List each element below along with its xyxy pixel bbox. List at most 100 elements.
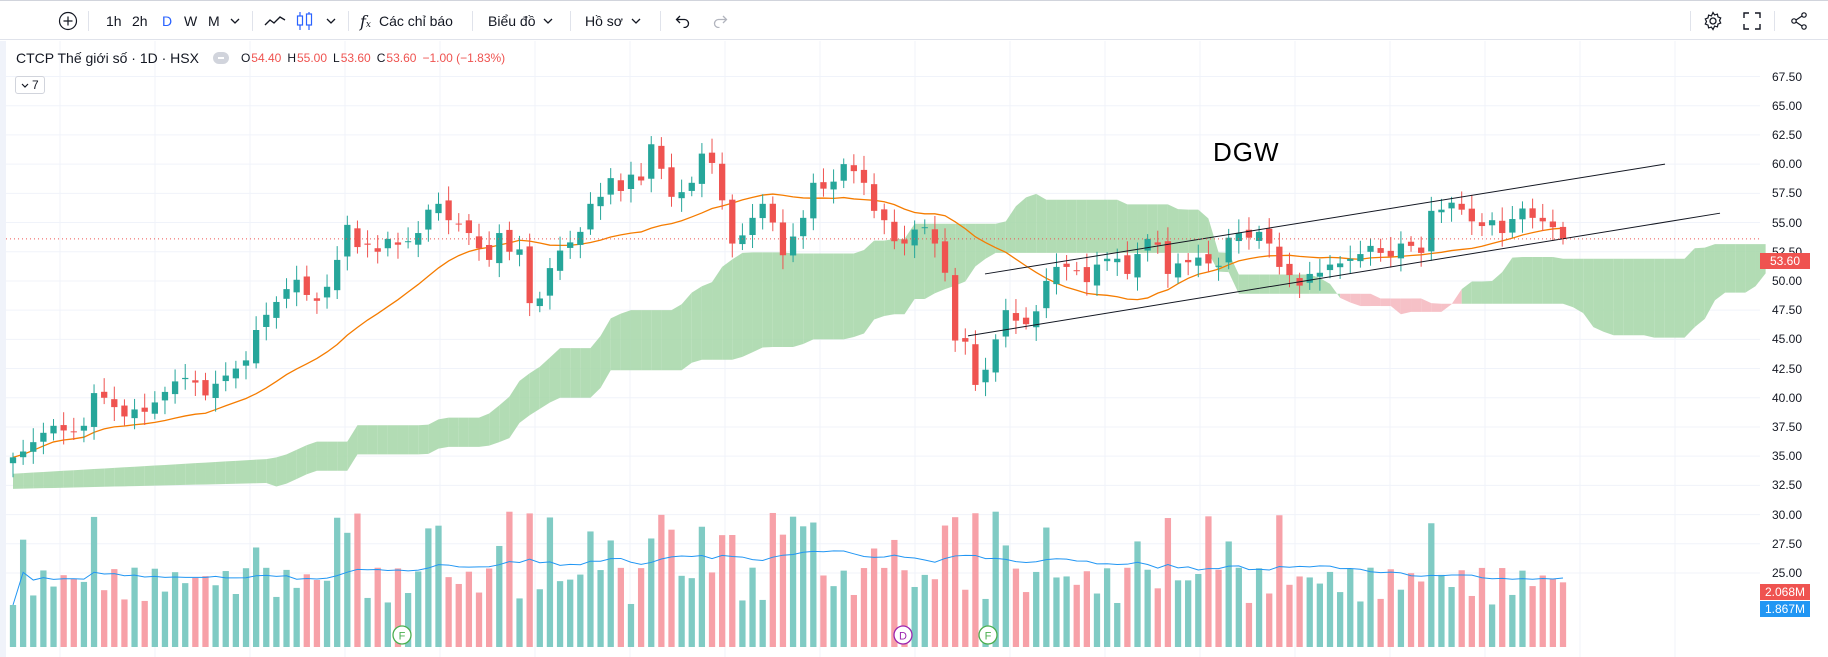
profile-menu-button[interactable]: Hồ sơ [585, 1, 641, 41]
ichimoku-cloud-segment [1674, 258, 1685, 338]
volume-bar [577, 574, 584, 647]
ichimoku-cloud-segment [1370, 293, 1381, 307]
volume-bar [202, 576, 209, 647]
volume-bar [1357, 601, 1364, 647]
settings-button[interactable] [1703, 1, 1723, 41]
ichimoku-cloud-segment [266, 457, 277, 487]
volume-bar [364, 597, 371, 647]
interval-d[interactable]: D [162, 1, 172, 41]
chart-style-dropdown[interactable] [326, 1, 336, 41]
interval-m[interactable]: M [208, 1, 220, 41]
ichimoku-cloud-segment [1046, 199, 1057, 253]
chart-annotation-text[interactable]: DGW [1213, 137, 1280, 167]
chart-pane[interactable] [0, 41, 1828, 657]
price-axis[interactable]: 67.50 65.00 62.50 60.00 57.50 55.00 52.50 50.00… [1760, 41, 1828, 657]
hide-eye-icon[interactable] [212, 52, 229, 64]
candle-body [516, 249, 523, 255]
ichimoku-cloud-segment [1421, 298, 1432, 312]
ichimoku-cloud-segment [1188, 209, 1199, 253]
ichimoku-cloud-segment [1502, 257, 1513, 304]
candle-body [921, 227, 928, 229]
volume-bar [972, 513, 979, 647]
volume-bar [921, 574, 928, 647]
volume-bar [9, 605, 17, 647]
volume-bar [800, 526, 807, 647]
symbol-title[interactable]: CTCP Thế giới số · 1D · HSX [16, 50, 199, 66]
ichimoku-cloud-segment [1481, 280, 1493, 304]
chevron-down-icon [326, 18, 336, 24]
share-icon [1791, 12, 1807, 30]
low-value: 53.60 [340, 51, 371, 65]
ichimoku-cloud-segment [1107, 199, 1118, 253]
candle-body [1093, 264, 1101, 286]
price-tick-label: 30.00 [1772, 507, 1803, 522]
volume-bar [486, 568, 493, 647]
interval-w[interactable]: W [184, 1, 197, 41]
ichimoku-cloud-segment [681, 292, 692, 371]
candle-body [1509, 219, 1516, 233]
volume-bar [1093, 593, 1101, 647]
volume-bar [232, 593, 240, 647]
ichimoku-cloud-segment [1461, 281, 1472, 304]
candle-body [729, 199, 736, 244]
candle-body [60, 425, 67, 431]
candle-body [161, 391, 169, 401]
chart-menu-button[interactable]: Biểu đồ [488, 1, 553, 41]
volume-bar [820, 575, 827, 647]
ichimoku-cloud-segment [256, 459, 267, 484]
volume-bar [536, 589, 543, 647]
volume-bar [1458, 570, 1465, 647]
redo-button[interactable] [712, 1, 728, 41]
indicators-collapse-button[interactable]: 7 [15, 76, 45, 94]
ichimoku-cloud-segment [529, 366, 540, 416]
share-button[interactable] [1790, 1, 1808, 41]
fullscreen-button[interactable] [1743, 1, 1761, 41]
interval-dropdown[interactable] [230, 1, 240, 41]
ichimoku-cloud-segment [225, 460, 236, 484]
volume-bar [729, 535, 736, 647]
volume-bar [1022, 592, 1030, 647]
ichimoku-cloud-segment [408, 425, 419, 455]
volume-bar [1174, 580, 1182, 647]
price-tick-label: 42.50 [1772, 361, 1803, 376]
volume-bar [587, 531, 594, 647]
candle-body [759, 203, 766, 219]
candle-body [982, 369, 989, 383]
ichimoku-cloud-segment [1096, 199, 1108, 253]
interval-1h[interactable]: 1h [106, 1, 122, 41]
add-symbol-button[interactable] [58, 1, 78, 41]
ichimoku-cloud-segment [793, 253, 804, 347]
indicators-button[interactable]: fx Các chỉ báo [360, 1, 453, 41]
candle-body [1306, 273, 1313, 283]
ichimoku-cloud-segment [1319, 278, 1330, 294]
chevron-down-icon [21, 83, 29, 88]
volume-bar [1002, 545, 1009, 647]
volume-bar [506, 511, 513, 647]
candle-body [901, 239, 908, 244]
ichimoku-cloud-segment [833, 253, 844, 340]
candle-body [1134, 254, 1141, 278]
trendline-upper [984, 163, 1666, 275]
chart-style-candles-button[interactable] [296, 1, 314, 41]
candle-body [1428, 210, 1435, 252]
chart-style-line-button[interactable] [264, 1, 286, 41]
ichimoku-cloud-segment [701, 282, 713, 360]
interval-2h[interactable]: 2h [132, 1, 148, 41]
ichimoku-cloud-segment [205, 462, 216, 485]
ichimoku-cloud-segment [1552, 256, 1563, 304]
candle-body [870, 184, 878, 211]
candle-body [465, 220, 473, 234]
volume-ma-badge: 1.867M [1760, 601, 1810, 617]
candle-body [1225, 237, 1232, 263]
volume-bar [415, 571, 422, 647]
candle-body [1519, 208, 1526, 220]
candle-body [1022, 317, 1030, 325]
ichimoku-cloud-segment [610, 313, 621, 371]
indicator-count: 7 [32, 78, 39, 92]
ichimoku-cloud-segment [397, 425, 409, 455]
ichimoku-cloud-segment [13, 473, 24, 489]
undo-button[interactable] [675, 1, 691, 41]
volume-bar [19, 539, 27, 647]
ichimoku-cloud-segment [732, 252, 743, 360]
